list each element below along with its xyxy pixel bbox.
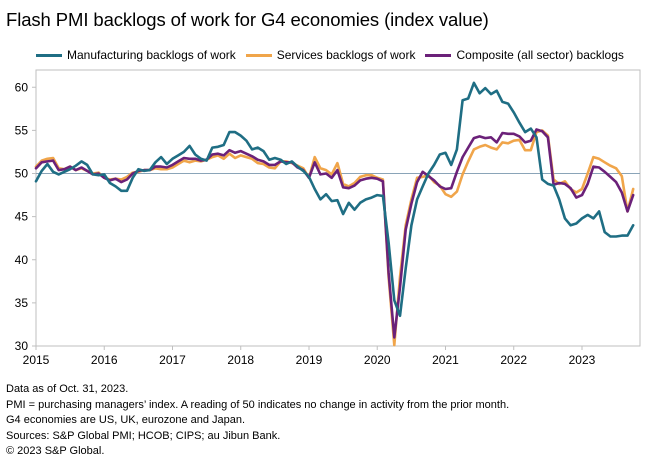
y-tick-label-55: 55 [15,123,29,137]
chart-notes: Data as of Oct. 31, 2023. PMI = purchasi… [6,382,509,460]
y-tick-label-50: 50 [15,167,29,181]
legend-swatch-composite [425,53,452,57]
legend-item-composite: Composite (all sector) backlogs [425,48,624,62]
x-tick-label-2021: 2021 [432,353,459,367]
legend-label-manufacturing: Manufacturing backlogs of work [67,48,236,62]
y-tick-label-35: 35 [15,296,29,310]
note-data-date: Data as of Oct. 31, 2023. [6,383,129,395]
series-line-services-backlogs-of-work [34,129,635,347]
note-g4-economies: G4 economies are US, UK, eurozone and Ja… [6,414,246,427]
y-tick-label-30: 30 [15,339,29,353]
x-tick-label-2023: 2023 [569,353,596,367]
x-tick-label-2019: 2019 [296,353,323,367]
plot-frame [35,69,641,347]
legend-label-composite: Composite (all sector) backlogs [456,48,624,62]
legend-item-services: Services backlogs of work [245,48,416,62]
x-tick-label-2017: 2017 [159,353,186,367]
y-tick-label-45: 45 [15,210,29,224]
chart-legend: Manufacturing backlogs of work Services … [36,48,634,62]
x-tick-label-2020: 2020 [364,353,391,367]
y-tick-label-60: 60 [15,80,29,94]
chart-title: Flash PMI backlogs of work for G4 econom… [6,9,489,30]
line-chart: 30 35 40 45 50 55 60 2015 2016 2017 2018 2019 2020 20… [15,69,641,367]
x-tick-label-2022: 2022 [500,353,527,367]
x-tick-label-2018: 2018 [227,353,254,367]
y-tick-label-40: 40 [15,253,29,267]
x-tick-label-2016: 2016 [91,353,118,367]
note-pmi-definition: PMI = purchasing managers’ index. A read… [6,398,510,411]
note-sources: Sources: S&P Global PMI; HCOB; CIPS; au … [6,429,281,442]
legend-swatch-manufacturing [36,53,62,57]
legend-swatch-services [245,53,272,57]
legend-label-services: Services backlogs of work [276,48,416,62]
legend-item-manufacturing: Manufacturing backlogs of work [36,48,236,62]
series-line-composite-all-sector-backlogs [34,128,635,339]
note-copyright: © 2023 S&P Global. [6,445,105,458]
x-tick-label-2015: 2015 [23,353,50,367]
series-line-manufacturing-backlogs-of-work [34,81,635,318]
